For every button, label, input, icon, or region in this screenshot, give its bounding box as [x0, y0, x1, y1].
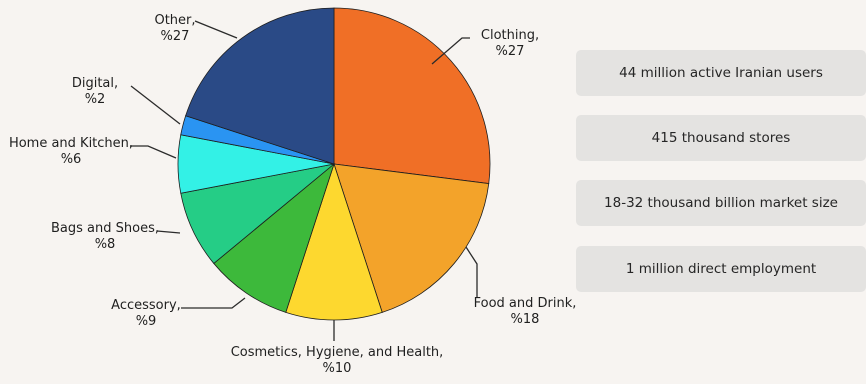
leader-line-7 — [194, 20, 238, 39]
slice-label-6: Digital, — [72, 76, 118, 91]
slice-label-7: Other, — [154, 13, 195, 28]
slice-label-1: Food and Drink, — [474, 296, 577, 311]
slice-label-5: Home and Kitchen, — [9, 136, 133, 151]
slice-percent-6: %2 — [85, 92, 106, 107]
slice-percent-1: %18 — [511, 312, 540, 327]
leader-line-5 — [130, 145, 177, 159]
leader-line-4 — [156, 230, 181, 234]
slice-percent-7: %27 — [161, 29, 190, 44]
slice-label-4: Bags and Shoes, — [51, 221, 159, 236]
stat-market-size-text: 18-32 thousand billion market size — [604, 195, 838, 211]
stat-box-stores: 415 thousand stores — [576, 115, 866, 161]
stat-box-employment: 1 million direct employment — [576, 246, 866, 292]
slice-percent-4: %8 — [95, 237, 116, 252]
stat-stores-text: 415 thousand stores — [651, 130, 791, 146]
pie-slice-0 — [333, 7, 491, 184]
stat-employment-text: 1 million direct employment — [625, 261, 817, 277]
stat-box-market-size: 18-32 thousand billion market size — [576, 180, 866, 226]
leader-line-0 — [431, 37, 470, 65]
stat-box-users: 44 million active Iranian users — [576, 50, 866, 96]
leader-lines — [130, 20, 478, 341]
pie-slice-7 — [185, 7, 335, 165]
pie-slices — [177, 7, 491, 321]
leader-line-1 — [465, 246, 478, 297]
pie-slice-2 — [285, 162, 383, 321]
leader-line-6 — [130, 85, 181, 125]
leader-line-3 — [181, 297, 246, 309]
pie-slice-3 — [213, 162, 335, 313]
slice-percent-2: %10 — [323, 361, 352, 376]
slice-percent-3: %9 — [136, 314, 157, 329]
slice-percent-5: %6 — [61, 152, 82, 167]
pie-slice-1 — [333, 163, 490, 313]
slice-label-3: Accessory, — [111, 298, 181, 313]
slice-label-0: Clothing, — [481, 28, 539, 43]
stat-users-text: 44 million active Iranian users — [619, 65, 823, 81]
slice-percent-0: %27 — [496, 44, 525, 59]
slice-label-2: Cosmetics, Hygiene, and Health, — [231, 345, 444, 360]
